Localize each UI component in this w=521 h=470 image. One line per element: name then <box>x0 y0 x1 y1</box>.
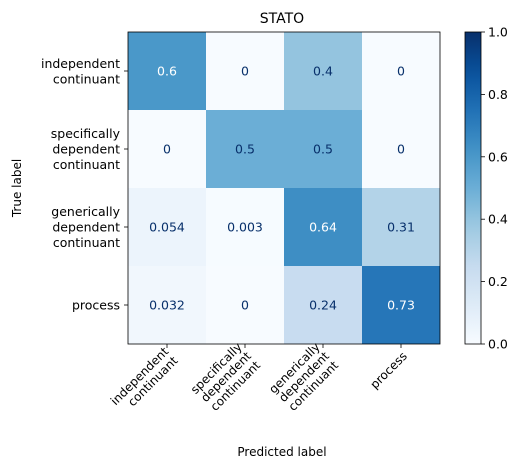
colorbar-tick-label: 1.0 <box>488 25 508 40</box>
heatmap-cell <box>128 188 206 266</box>
heatmap-cell <box>362 188 440 266</box>
cell-value-label: 0.5 <box>313 142 333 157</box>
plot-frame <box>127 31 441 345</box>
heatmap-cell <box>284 266 362 344</box>
heatmap-cell <box>362 266 440 344</box>
heatmap-cell <box>284 32 362 110</box>
cell-value-label: 0.31 <box>387 220 415 235</box>
cell-value-label: 0 <box>397 142 405 157</box>
heatmap-cell <box>128 266 206 344</box>
heatmap-cell <box>206 188 284 266</box>
heatmap-cell <box>128 110 206 188</box>
cell-value-label: 0.4 <box>313 64 333 79</box>
heatmap-cell <box>284 188 362 266</box>
heatmap-cell <box>284 110 362 188</box>
y-tick-label: independent continuant <box>41 56 120 87</box>
cell-value-label: 0.003 <box>227 220 263 235</box>
cell-value-label: 0 <box>241 298 249 313</box>
x-axis-label: Predicted label <box>237 445 326 459</box>
heatmap-cells: 0.6 0 0.4 0 0 0.5 0.5 0 0.054 0.003 0.64 0.31 0.032 0… <box>127 31 441 345</box>
heatmap-cell <box>206 110 284 188</box>
cell-value-label: 0.24 <box>309 298 337 313</box>
cell-value-label: 0 <box>241 64 249 79</box>
y-tick-label: generically dependent continuant <box>51 204 120 250</box>
colorbar-tick-label: 0.4 <box>488 212 508 227</box>
colorbar: 0.0 0.2 0.4 0.6 0.8 1.0 <box>464 25 508 352</box>
colorbar-gradient <box>464 31 482 345</box>
heatmap-cell <box>362 110 440 188</box>
colorbar-tick-label: 0.0 <box>488 337 508 352</box>
cell-value-label: 0 <box>397 64 405 79</box>
x-tick-label: specificallydependentcontinuant <box>188 340 263 415</box>
colorbar-tick-label: 0.6 <box>488 149 508 164</box>
cell-value-label: 0.5 <box>235 142 255 157</box>
cell-value-label: 0.64 <box>309 220 337 235</box>
colorbar-tick-label: 0.8 <box>488 87 508 102</box>
cell-value-label: 0 <box>163 142 171 157</box>
heatmap-cell <box>206 32 284 110</box>
heatmap-cell <box>362 32 440 110</box>
colorbar-tick-label: 0.2 <box>488 274 508 289</box>
cell-value-label: 0.73 <box>387 298 415 313</box>
x-tick-label: process <box>367 349 410 392</box>
x-tick-label: genericallydependentcontinuant <box>266 340 341 415</box>
y-axis-label: True label <box>10 159 24 218</box>
y-tick-label: specifically dependent continuant <box>51 126 121 172</box>
heatmap-cell <box>128 32 206 110</box>
y-tick-label: process <box>72 298 120 313</box>
heatmap-cell <box>206 266 284 344</box>
cell-value-label: 0.054 <box>149 220 185 235</box>
cell-value-label: 0.6 <box>157 64 177 79</box>
chart-title: STATO <box>260 11 304 27</box>
x-tick-label: independentcontinuant <box>108 344 181 417</box>
cell-value-label: 0.032 <box>149 298 185 313</box>
